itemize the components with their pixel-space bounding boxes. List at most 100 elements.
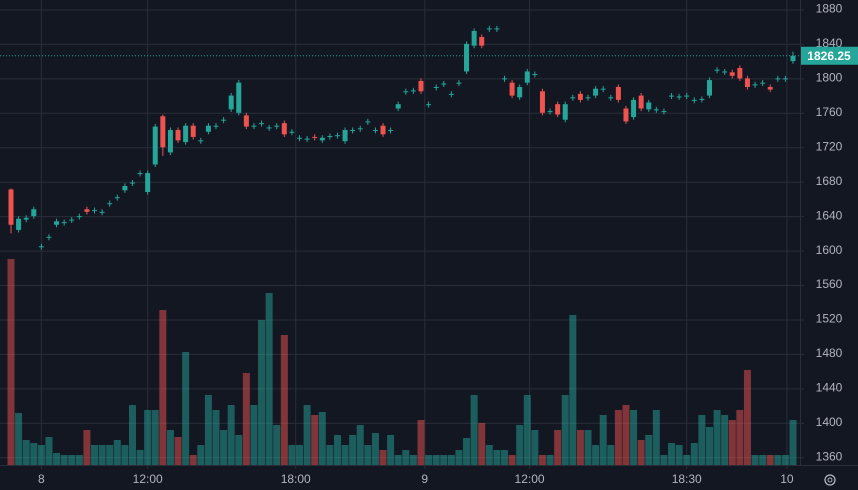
- candle-body: [729, 72, 735, 76]
- candle-body: [471, 31, 477, 46]
- candle-body: [653, 109, 659, 111]
- volume-bar: [561, 395, 569, 465]
- candle-body: [16, 218, 22, 230]
- candle-body: [259, 123, 265, 125]
- settings-icon[interactable]: [824, 474, 836, 486]
- candle-body: [661, 111, 667, 113]
- volume-bar: [546, 455, 554, 465]
- volume-bar: [607, 445, 615, 465]
- candle-body: [509, 82, 515, 96]
- candle-body: [107, 203, 113, 205]
- volume-bar: [523, 395, 531, 465]
- volume-bar: [83, 430, 91, 465]
- x-tick-label: 18:00: [281, 472, 311, 486]
- candle-body: [312, 136, 318, 138]
- volume-bar: [37, 445, 45, 465]
- volume-bar: [485, 445, 493, 465]
- candle-body: [274, 125, 280, 127]
- candle-body: [790, 55, 796, 62]
- volume-bar: [75, 455, 83, 465]
- candle-body: [775, 78, 781, 80]
- candle-body: [684, 95, 690, 97]
- volume-bar: [554, 430, 562, 465]
- last-price-box: [801, 46, 858, 65]
- candle-body: [145, 173, 151, 193]
- candle-body: [418, 80, 424, 92]
- candle-body: [555, 104, 561, 115]
- x-tick-label: 18:30: [672, 472, 702, 486]
- volume-bar: [721, 415, 729, 465]
- volume-bar: [630, 410, 638, 465]
- candle-body: [236, 82, 242, 113]
- volume-bar: [645, 435, 653, 465]
- settings-gear[interactable]: [824, 474, 836, 486]
- candle-layer: [8, 25, 796, 250]
- candle-body: [99, 211, 105, 213]
- volume-bar: [455, 450, 463, 465]
- volume-bar: [273, 425, 281, 465]
- candle-body: [577, 93, 583, 100]
- volume-bar: [409, 455, 417, 465]
- candle-body: [297, 137, 303, 139]
- settings-gear-center[interactable]: [827, 477, 833, 483]
- volume-bar: [265, 293, 273, 465]
- volume-bar: [728, 420, 736, 465]
- volume-bar: [227, 405, 235, 465]
- volume-bar: [288, 445, 296, 465]
- volume-bar: [440, 455, 448, 465]
- volume-bar: [683, 455, 691, 465]
- candle-body: [114, 197, 120, 199]
- volume-bar: [121, 445, 129, 465]
- candle-body: [152, 126, 158, 165]
- candle-body: [304, 138, 310, 140]
- candle-body: [137, 173, 143, 175]
- candle-body: [699, 99, 705, 101]
- volume-bar: [622, 405, 630, 465]
- volume-bar: [128, 405, 136, 465]
- x-tick-label: 10: [780, 472, 794, 486]
- candle-body: [183, 125, 189, 143]
- candle-body: [631, 99, 637, 118]
- candle-body: [175, 130, 181, 141]
- x-tick-label: 12:00: [515, 472, 545, 486]
- volume-bar: [759, 455, 767, 465]
- volume-bar: [766, 455, 774, 465]
- candle-body: [676, 96, 682, 98]
- candle-body: [532, 74, 538, 76]
- candle-body: [782, 78, 788, 80]
- volume-bar: [7, 259, 15, 465]
- volume-bar: [576, 430, 584, 465]
- volume-bar: [789, 420, 797, 465]
- volume-bar: [204, 395, 212, 465]
- volume-bar: [394, 455, 402, 465]
- y-tick-label: 1600: [816, 243, 843, 257]
- volume-bar: [303, 405, 311, 465]
- candle-body: [562, 104, 568, 120]
- volume-bar: [235, 435, 243, 465]
- candle-body: [767, 86, 773, 90]
- candle-body: [585, 97, 591, 99]
- candle-body: [23, 217, 29, 220]
- volume-bar: [45, 437, 53, 465]
- candle-body: [403, 91, 409, 93]
- volume-bar: [189, 455, 197, 465]
- volume-bar: [341, 445, 349, 465]
- y-tick-label: 1680: [816, 174, 843, 188]
- y-tick-label: 1560: [816, 277, 843, 291]
- volume-bar: [675, 445, 683, 465]
- candle-body: [8, 189, 14, 225]
- candle-body: [456, 82, 462, 84]
- candle-body: [243, 115, 249, 127]
- volume-bar: [53, 453, 61, 465]
- volume-bar: [106, 445, 114, 465]
- candle-body: [213, 125, 219, 127]
- candle-body: [691, 99, 697, 101]
- candle-body: [539, 91, 545, 113]
- candle-body: [190, 125, 196, 137]
- volume-bar: [751, 455, 759, 465]
- candle-body: [448, 93, 454, 95]
- candle-body: [517, 86, 523, 98]
- volume-bar: [333, 435, 341, 465]
- candle-body: [31, 209, 37, 217]
